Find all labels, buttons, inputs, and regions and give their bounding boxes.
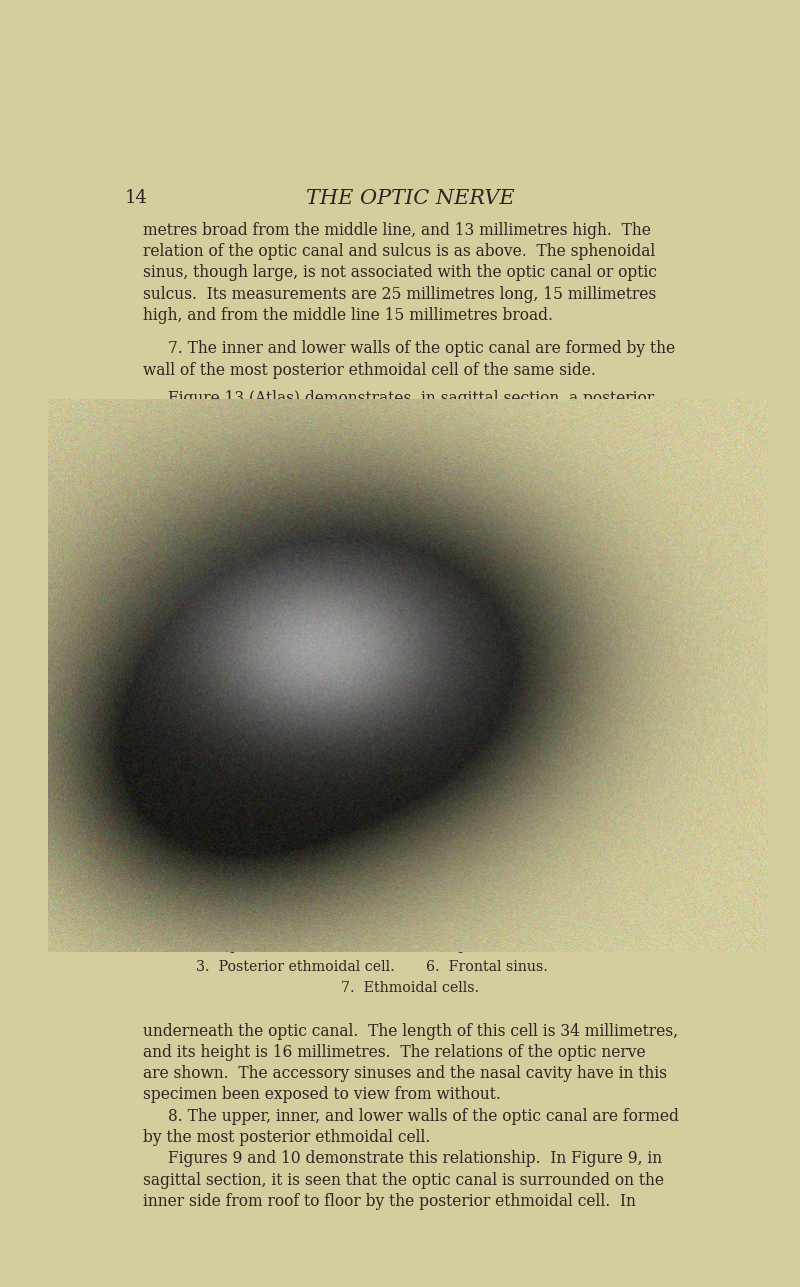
Text: wall of the most posterior ethmoidal cell of the same side.: wall of the most posterior ethmoidal cel… [143, 362, 596, 378]
Text: 5.  Sphenoidal sinus.: 5. Sphenoidal sinus. [426, 938, 575, 952]
Text: 7. The inner and lower walls of the optic canal are formed by the: 7. The inner and lower walls of the opti… [168, 340, 675, 358]
Text: specimen been exposed to view from without.: specimen been exposed to view from witho… [143, 1086, 502, 1103]
Text: 3.  Posterior ethmoidal cell.: 3. Posterior ethmoidal cell. [196, 960, 395, 974]
Text: metres broad from the middle line, and 13 millimetres high.  The: metres broad from the middle line, and 1… [143, 221, 651, 239]
Text: sinus, though large, is not associated with the optic canal or optic: sinus, though large, is not associated w… [143, 264, 658, 282]
Text: Figure 13 (Atlas) demonstrates, in sagittal section, a posterior: Figure 13 (Atlas) demonstrates, in sagit… [168, 390, 654, 407]
Text: high, and from the middle line 15 millimetres broad.: high, and from the middle line 15 millim… [143, 308, 554, 324]
Text: and its height is 16 millimetres.  The relations of the optic nerve: and its height is 16 millimetres. The re… [143, 1044, 646, 1060]
Text: 7.  Ethmoidal cells.: 7. Ethmoidal cells. [341, 982, 479, 995]
Text: inner side from roof to floor by the posterior ethmoidal cell.  In: inner side from roof to floor by the pos… [143, 1193, 636, 1210]
Text: sagittal section, it is seen that the optic canal is surrounded on the: sagittal section, it is seen that the op… [143, 1171, 664, 1189]
Text: THE OPTIC NERVE: THE OPTIC NERVE [306, 189, 514, 208]
Text: 6.  Frontal sinus.: 6. Frontal sinus. [426, 960, 547, 974]
Text: underneath the optic canal.  The length of this cell is 34 millimetres,: underneath the optic canal. The length o… [143, 1023, 678, 1040]
Text: 4.  Internal carotid artery.: 4. Internal carotid artery. [426, 918, 612, 932]
Text: 8. The upper, inner, and lower walls of the optic canal are formed: 8. The upper, inner, and lower walls of … [168, 1108, 679, 1125]
Text: are shown.  The accessory sinuses and the nasal cavity have in this: are shown. The accessory sinuses and the… [143, 1066, 667, 1082]
Text: Fig. 11.—Natural Size.: Fig. 11.—Natural Size. [328, 892, 492, 906]
Text: sulcus.  Its measurements are 25 millimetres long, 15 millimetres: sulcus. Its measurements are 25 millimet… [143, 286, 657, 302]
Text: relation of the optic canal and sulcus is as above.  The sphenoidal: relation of the optic canal and sulcus i… [143, 243, 656, 260]
Text: 14: 14 [125, 189, 148, 207]
Text: ethmoidal cell on the left side, which for 6 millimetres stretches back: ethmoidal cell on the left side, which f… [143, 412, 686, 429]
Text: by the most posterior ethmoidal cell.: by the most posterior ethmoidal cell. [143, 1129, 430, 1147]
Text: 2.  Optic nerve.: 2. Optic nerve. [196, 938, 307, 952]
Text: Figures 9 and 10 demonstrate this relationship.  In Figure 9, in: Figures 9 and 10 demonstrate this relati… [168, 1151, 662, 1167]
Text: 1.  Optic canal.: 1. Optic canal. [196, 918, 305, 932]
